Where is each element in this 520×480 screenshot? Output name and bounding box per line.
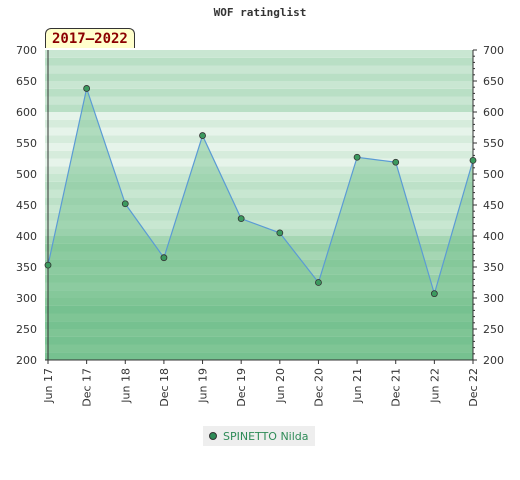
grid-band xyxy=(45,57,473,66)
grid-band xyxy=(45,236,473,244)
x-tick-label: Dec 18 xyxy=(158,368,171,407)
y-tick-label-right: 450 xyxy=(483,199,504,212)
y-tick-label-right: 400 xyxy=(483,230,504,243)
grid-band xyxy=(45,243,473,252)
grid-band xyxy=(45,104,473,112)
grid-band xyxy=(45,81,473,89)
grid-band xyxy=(45,181,473,190)
x-tick-label: Dec 21 xyxy=(390,368,403,407)
data-point xyxy=(237,215,245,223)
data-point xyxy=(160,254,168,262)
x-tick-label: Dec 19 xyxy=(235,368,248,407)
x-tick-label: Dec 17 xyxy=(81,368,94,407)
x-tick-label: Dec 20 xyxy=(312,368,325,407)
grid-band xyxy=(45,228,473,236)
data-point xyxy=(276,229,284,237)
y-tick-label-left: 550 xyxy=(16,137,37,150)
data-point xyxy=(315,279,322,286)
data-point xyxy=(44,261,52,269)
grid-band xyxy=(45,352,473,360)
y-tick-label-left: 700 xyxy=(16,44,37,57)
grid-band xyxy=(45,212,473,221)
grid-band xyxy=(45,220,473,229)
grid-band xyxy=(45,251,473,260)
grid-band xyxy=(45,197,473,205)
grid-band xyxy=(45,73,473,81)
data-point xyxy=(121,200,129,208)
y-tick-label-left: 600 xyxy=(16,106,37,119)
axes-layer: 200 200 250 250 300 300 350 350 400 400 450 450 500 5… xyxy=(16,44,504,407)
grid-band xyxy=(45,298,473,306)
grid-band xyxy=(45,267,473,275)
grid-band xyxy=(45,336,473,345)
data-point xyxy=(353,153,361,161)
grid-band xyxy=(45,259,473,267)
x-tick-label: Dec 22 xyxy=(467,368,480,407)
grid-band xyxy=(45,189,473,198)
grid-band xyxy=(45,135,473,143)
y-tick-label-left: 400 xyxy=(16,230,37,243)
grid-band xyxy=(45,158,473,167)
grid-band xyxy=(45,96,473,105)
legend: SPINETTO Nilda xyxy=(203,426,315,446)
grid-band xyxy=(45,282,473,291)
data-point xyxy=(199,132,206,139)
grid-band xyxy=(45,143,473,151)
chart-title: WOF ratinglist xyxy=(213,6,307,19)
y-tick-label-left: 450 xyxy=(16,199,37,212)
x-tick-label: Jun 18 xyxy=(119,368,132,404)
data-point xyxy=(83,85,91,92)
grid-band xyxy=(45,274,473,283)
x-tick-label: Jun 22 xyxy=(428,368,441,404)
grid-band xyxy=(45,65,473,74)
date-range-badge: 2017–2022 xyxy=(45,28,135,48)
grid-band xyxy=(45,205,473,213)
data-point xyxy=(392,158,400,166)
y-tick-label-left: 500 xyxy=(16,168,37,181)
y-tick-label-right: 600 xyxy=(483,106,504,119)
y-tick-label-left: 650 xyxy=(16,75,37,88)
grid-band xyxy=(45,119,473,128)
grid-band xyxy=(45,50,473,58)
data-point xyxy=(469,156,477,164)
y-tick-label-right: 650 xyxy=(483,75,504,88)
grid-band xyxy=(45,88,473,97)
grid-band xyxy=(45,174,473,182)
grid-band xyxy=(45,321,473,329)
y-tick-label-left: 300 xyxy=(16,292,37,305)
y-tick-label-right: 350 xyxy=(483,261,504,274)
background-bands xyxy=(45,50,473,360)
y-tick-label-left: 200 xyxy=(16,354,37,367)
legend-marker-icon xyxy=(209,432,217,440)
markers-layer xyxy=(44,85,477,298)
grid-band xyxy=(45,112,473,120)
y-tick-label-left: 350 xyxy=(16,261,37,274)
data-point xyxy=(430,290,438,298)
grid-band xyxy=(45,313,473,322)
grid-band xyxy=(45,290,473,298)
area-layer xyxy=(47,86,474,360)
grid-band xyxy=(45,166,473,174)
grid-band xyxy=(45,127,473,136)
series-area xyxy=(48,88,473,360)
y-tick-label-right: 700 xyxy=(483,44,504,57)
y-tick-label-right: 550 xyxy=(483,137,504,150)
y-tick-label-left: 250 xyxy=(16,323,37,336)
y-tick-label-right: 200 xyxy=(483,354,504,367)
grid-band xyxy=(45,344,473,353)
y-tick-label-right: 500 xyxy=(483,168,504,181)
x-tick-label: Jun 19 xyxy=(197,368,210,404)
grid-band xyxy=(45,329,473,337)
x-tick-label: Jun 20 xyxy=(274,368,287,404)
y-tick-label-right: 300 xyxy=(483,292,504,305)
y-tick-label-right: 250 xyxy=(483,323,504,336)
x-tick-label: Jun 21 xyxy=(351,368,364,404)
grid-band xyxy=(45,150,473,159)
legend-label: SPINETTO Nilda xyxy=(223,429,309,443)
series-line xyxy=(47,86,474,296)
x-tick-label: Jun 17 xyxy=(42,368,55,404)
grid-band xyxy=(45,305,473,314)
